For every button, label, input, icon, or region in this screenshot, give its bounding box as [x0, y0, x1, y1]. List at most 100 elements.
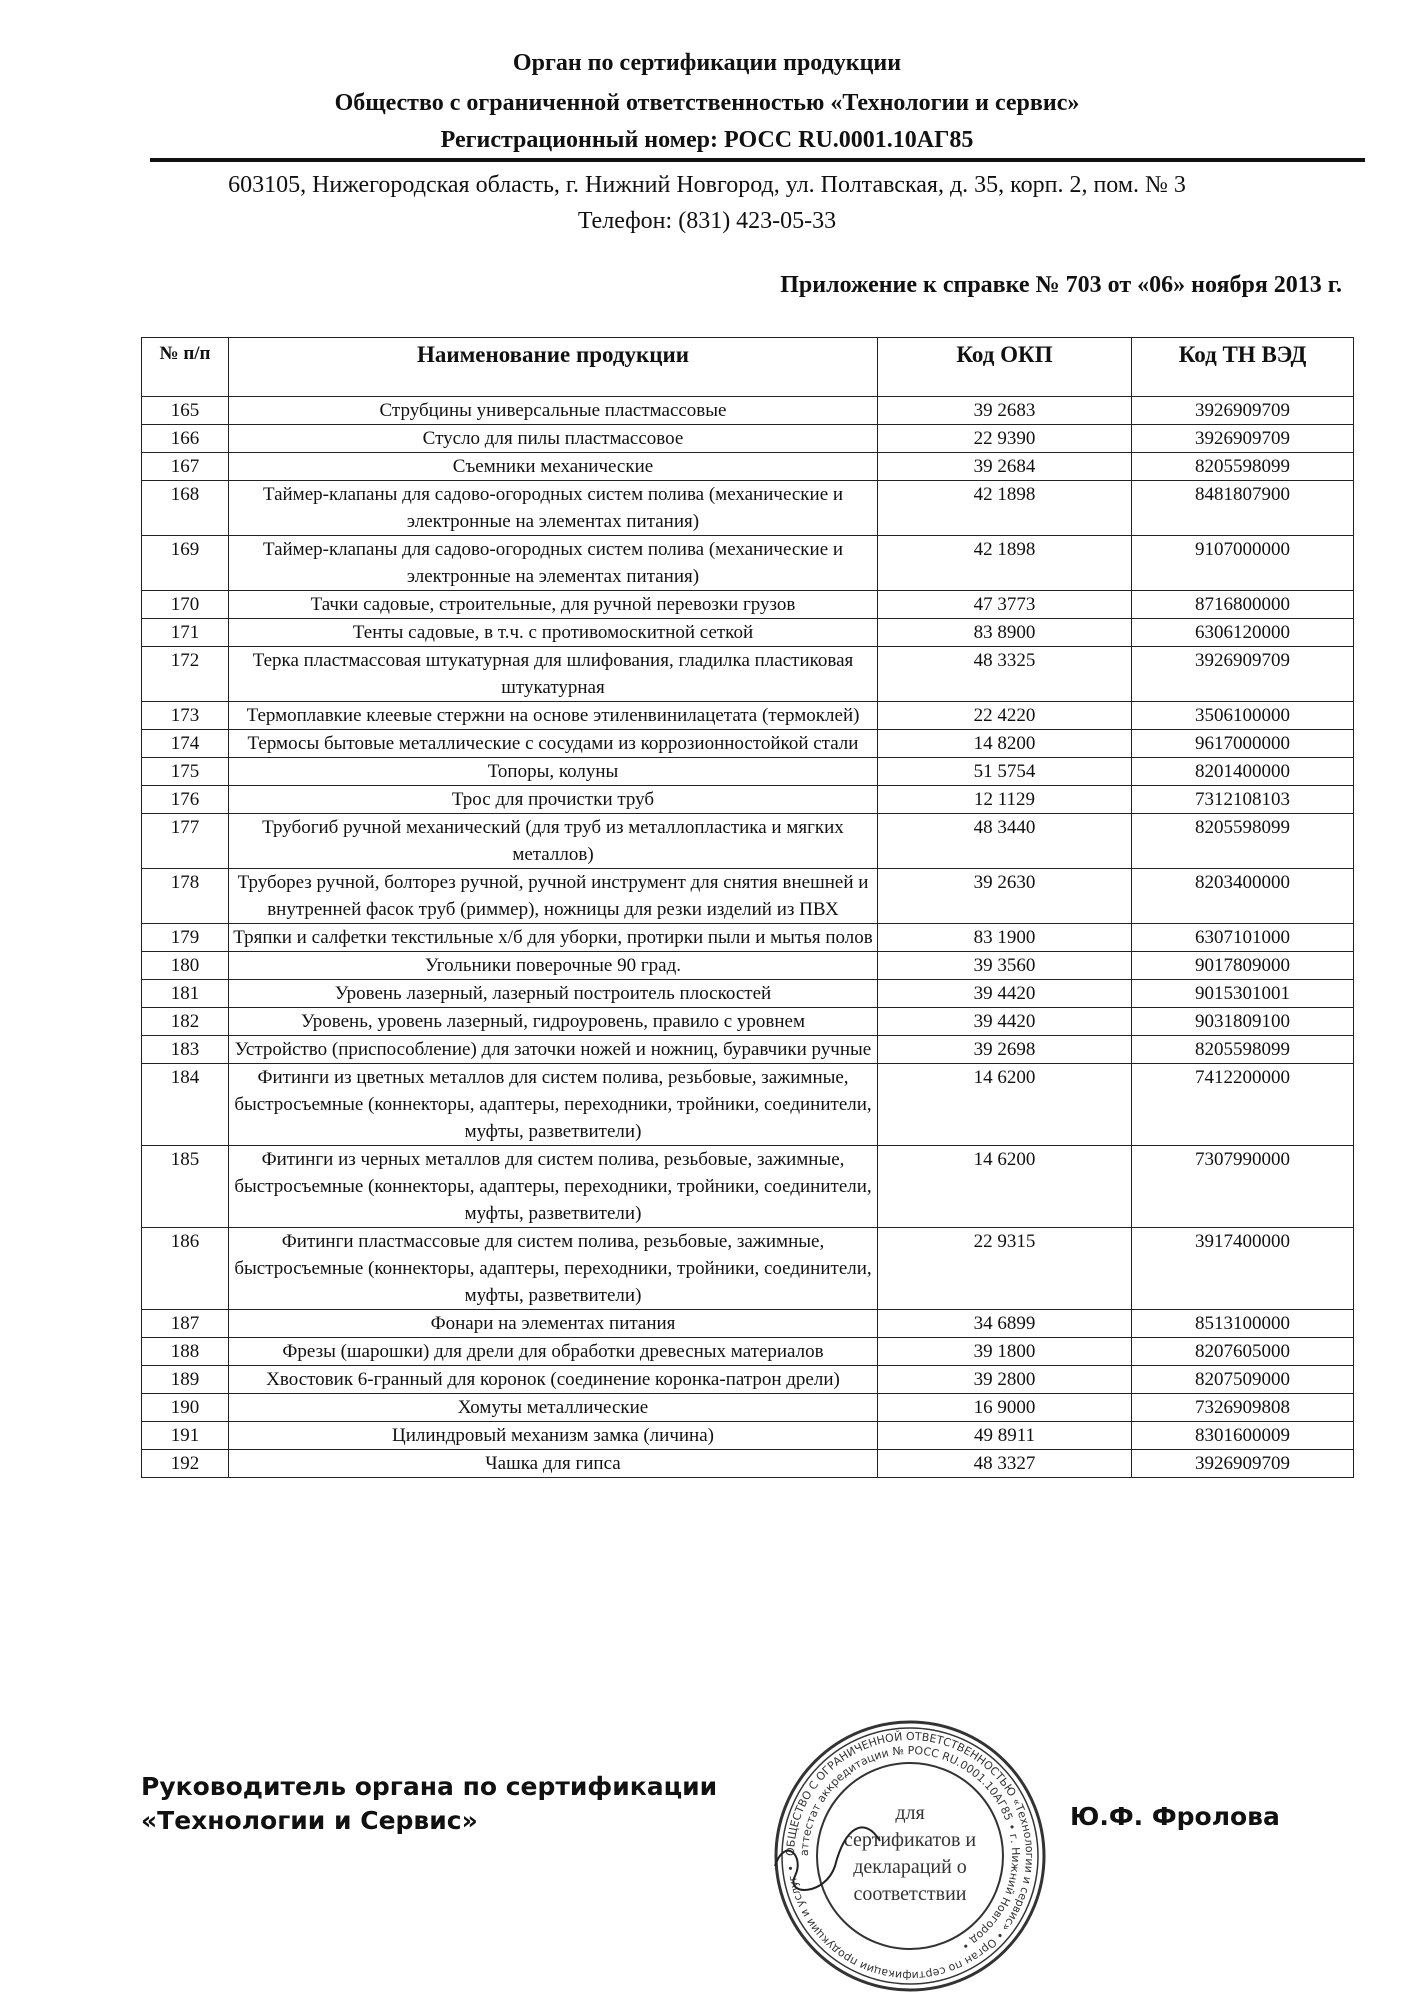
okp-code: 39 3560: [877, 951, 1132, 980]
row-number: 178: [141, 868, 229, 924]
product-name: Трубогиб ручной механический (для труб и…: [228, 813, 878, 869]
product-name: Топоры, колуны: [228, 757, 878, 786]
product-name: Угольники поверочные 90 град.: [228, 951, 878, 980]
table-row: 184 Фитинги из цветных металлов для систе…: [141, 1063, 1354, 1146]
product-name: Хвостовик 6-гранный для коронок (соедине…: [228, 1365, 878, 1394]
row-number: 191: [141, 1421, 229, 1450]
table-row: 175 Топоры, колуны 51 5754 8201400000: [141, 757, 1354, 786]
row-number: 173: [141, 701, 229, 730]
header-name: Наименование продукции: [228, 337, 878, 397]
table-row: 188 Фрезы (шарошки) для дрели для обработ…: [141, 1337, 1354, 1366]
tnved-code: 7412200000: [1131, 1063, 1354, 1146]
tnved-code: 8301600009: [1131, 1421, 1354, 1450]
header-tnved: Код ТН ВЭД: [1131, 337, 1354, 397]
row-number: 165: [141, 396, 229, 425]
tnved-code: 3917400000: [1131, 1227, 1354, 1310]
table-row: 185 Фитинги из черных металлов для систем…: [141, 1145, 1354, 1228]
row-number: 179: [141, 923, 229, 952]
table-row: 165 Струбцины универсальные пластмассовые…: [141, 396, 1354, 425]
tnved-code: 9107000000: [1131, 535, 1354, 591]
tnved-code: 8207605000: [1131, 1337, 1354, 1366]
row-number: 187: [141, 1309, 229, 1338]
okp-code: 83 8900: [877, 618, 1132, 647]
okp-code: 34 6899: [877, 1309, 1132, 1338]
okp-code: 49 8911: [877, 1421, 1132, 1450]
row-number: 180: [141, 951, 229, 980]
products-table: № п/п Наименование продукции Код ОКП Код…: [141, 337, 1354, 1478]
table-row: 172 Терка пластмассовая штукатурная для ш…: [141, 646, 1354, 702]
product-name: Уровень, уровень лазерный, гидроуровень,…: [228, 1007, 878, 1036]
phone: Телефон: (831) 423-05-33: [577, 208, 837, 234]
table-row: 180 Угольники поверочные 90 град. 39 3560 9…: [141, 951, 1354, 980]
row-number: 171: [141, 618, 229, 647]
address: 603105, Нижегородская область, г. Нижний…: [228, 172, 1186, 198]
table-row: 169 Таймер-клапаны для садово-огородных с…: [141, 535, 1354, 591]
row-number: 175: [141, 757, 229, 786]
okp-code: 14 8200: [877, 729, 1132, 758]
row-number: 192: [141, 1449, 229, 1478]
product-name: Устройство (приспособление) для заточки …: [228, 1035, 878, 1064]
table-row: 179 Тряпки и салфетки текстильные х/б для…: [141, 923, 1354, 952]
annex-title: Приложение к справке № 703 от «06» ноябр…: [780, 272, 1342, 298]
table-row: 166 Стусло для пилы пластмассовое 22 9390 3…: [141, 424, 1354, 453]
row-number: 174: [141, 729, 229, 758]
okp-code: 83 1900: [877, 923, 1132, 952]
tnved-code: 9015301001: [1131, 979, 1354, 1008]
row-number: 182: [141, 1007, 229, 1036]
table-row: 178 Труборез ручной, болторез ручной, руч…: [141, 868, 1354, 924]
okp-code: 39 2684: [877, 452, 1132, 481]
product-name: Цилиндровый механизм замка (личина): [228, 1421, 878, 1450]
table-header-row: № п/п Наименование продукции Код ОКП Код…: [141, 337, 1354, 397]
product-name: Фитинги из черных металлов для систем по…: [228, 1145, 878, 1228]
header-num: № п/п: [141, 337, 229, 397]
seal-stamp: ОБЩЕСТВО С ОГРАНИЧЕННОЙ ОТВЕТСТВЕННОСТЬЮ…: [774, 1720, 1046, 1992]
tnved-code: 9031809100: [1131, 1007, 1354, 1036]
table-row: 182 Уровень, уровень лазерный, гидроурове…: [141, 1007, 1354, 1036]
tnved-code: 3506100000: [1131, 701, 1354, 730]
table-row: 171 Тенты садовые, в т.ч. с противомоскит…: [141, 618, 1354, 647]
table-row: 186 Фитинги пластмассовые для систем поли…: [141, 1227, 1354, 1310]
okp-code: 51 5754: [877, 757, 1132, 786]
row-number: 167: [141, 452, 229, 481]
table-row: 187 Фонари на элементах питания 34 6899 851…: [141, 1309, 1354, 1338]
row-number: 184: [141, 1063, 229, 1146]
product-name: Термоплавкие клеевые стержни на основе э…: [228, 701, 878, 730]
product-name: Струбцины универсальные пластмассовые: [228, 396, 878, 425]
okp-code: 39 4420: [877, 1007, 1132, 1036]
product-name: Стусло для пилы пластмассовое: [228, 424, 878, 453]
product-name: Фитинги пластмассовые для систем полива,…: [228, 1227, 878, 1310]
product-name: Термосы бытовые металлические с сосудами…: [228, 729, 878, 758]
product-name: Тряпки и салфетки текстильные х/б для уб…: [228, 923, 878, 952]
registration-number: Регистрационный номер: РОСС RU.0001.10АГ…: [440, 127, 974, 153]
tnved-code: 8513100000: [1131, 1309, 1354, 1338]
okp-code: 22 9390: [877, 424, 1132, 453]
row-number: 189: [141, 1365, 229, 1394]
footer-org: «Технологии и Сервис»: [141, 1806, 478, 1835]
okp-code: 42 1898: [877, 480, 1132, 536]
stamp-text-3: деклараций о: [853, 1856, 967, 1878]
tnved-code: 3926909709: [1131, 396, 1354, 425]
table-row: 177 Трубогиб ручной механический (для тру…: [141, 813, 1354, 869]
signature-scribble: [774, 1826, 881, 1891]
okp-code: 39 2630: [877, 868, 1132, 924]
product-name: Труборез ручной, болторез ручной, ручной…: [228, 868, 878, 924]
table-row: 176 Трос для прочистки труб 12 1129 7312108…: [141, 785, 1354, 814]
tnved-code: 8201400000: [1131, 757, 1354, 786]
product-name: Трос для прочистки труб: [228, 785, 878, 814]
product-name: Чашка для гипса: [228, 1449, 878, 1478]
tnved-code: 9017809000: [1131, 951, 1354, 980]
tnved-code: 8205598099: [1131, 1035, 1354, 1064]
okp-code: 14 6200: [877, 1063, 1132, 1146]
table-row: 192 Чашка для гипса 48 3327 3926909709: [141, 1449, 1354, 1478]
tnved-code: 3926909709: [1131, 424, 1354, 453]
header-okp: Код ОКП: [877, 337, 1132, 397]
row-number: 186: [141, 1227, 229, 1310]
tnved-code: 7307990000: [1131, 1145, 1354, 1228]
org-title: Орган по сертификации продукции: [512, 50, 902, 76]
okp-code: 39 2683: [877, 396, 1132, 425]
tnved-code: 8716800000: [1131, 590, 1354, 619]
product-name: Съемники механические: [228, 452, 878, 481]
okp-code: 39 2698: [877, 1035, 1132, 1064]
table-row: 190 Хомуты металлические 16 9000 7326909808: [141, 1393, 1354, 1422]
okp-code: 39 1800: [877, 1337, 1132, 1366]
